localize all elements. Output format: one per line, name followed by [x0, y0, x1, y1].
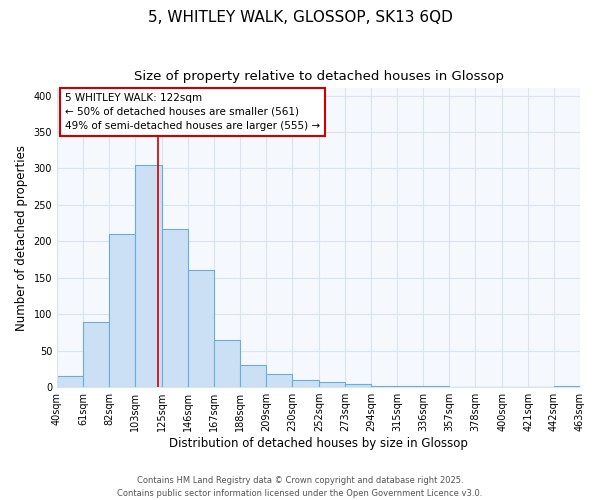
- Bar: [371, 386, 397, 387]
- Bar: [109, 234, 135, 387]
- Bar: [162, 229, 188, 387]
- Bar: [214, 340, 240, 387]
- Text: 5 WHITLEY WALK: 122sqm
← 50% of detached houses are smaller (561)
49% of semi-de: 5 WHITLEY WALK: 122sqm ← 50% of detached…: [65, 93, 320, 131]
- Bar: [292, 380, 319, 387]
- Bar: [397, 386, 423, 387]
- Text: 5, WHITLEY WALK, GLOSSOP, SK13 6QD: 5, WHITLEY WALK, GLOSSOP, SK13 6QD: [148, 10, 452, 25]
- Bar: [554, 386, 580, 387]
- Bar: [57, 376, 83, 387]
- Bar: [188, 270, 214, 387]
- Bar: [266, 374, 292, 387]
- Text: Contains HM Land Registry data © Crown copyright and database right 2025.
Contai: Contains HM Land Registry data © Crown c…: [118, 476, 482, 498]
- Bar: [135, 165, 162, 387]
- Title: Size of property relative to detached houses in Glossop: Size of property relative to detached ho…: [134, 70, 503, 83]
- X-axis label: Distribution of detached houses by size in Glossop: Distribution of detached houses by size …: [169, 437, 468, 450]
- Bar: [240, 365, 266, 387]
- Bar: [423, 386, 449, 387]
- Bar: [345, 384, 371, 387]
- Y-axis label: Number of detached properties: Number of detached properties: [15, 144, 28, 330]
- Bar: [83, 322, 109, 387]
- Bar: [319, 382, 345, 387]
